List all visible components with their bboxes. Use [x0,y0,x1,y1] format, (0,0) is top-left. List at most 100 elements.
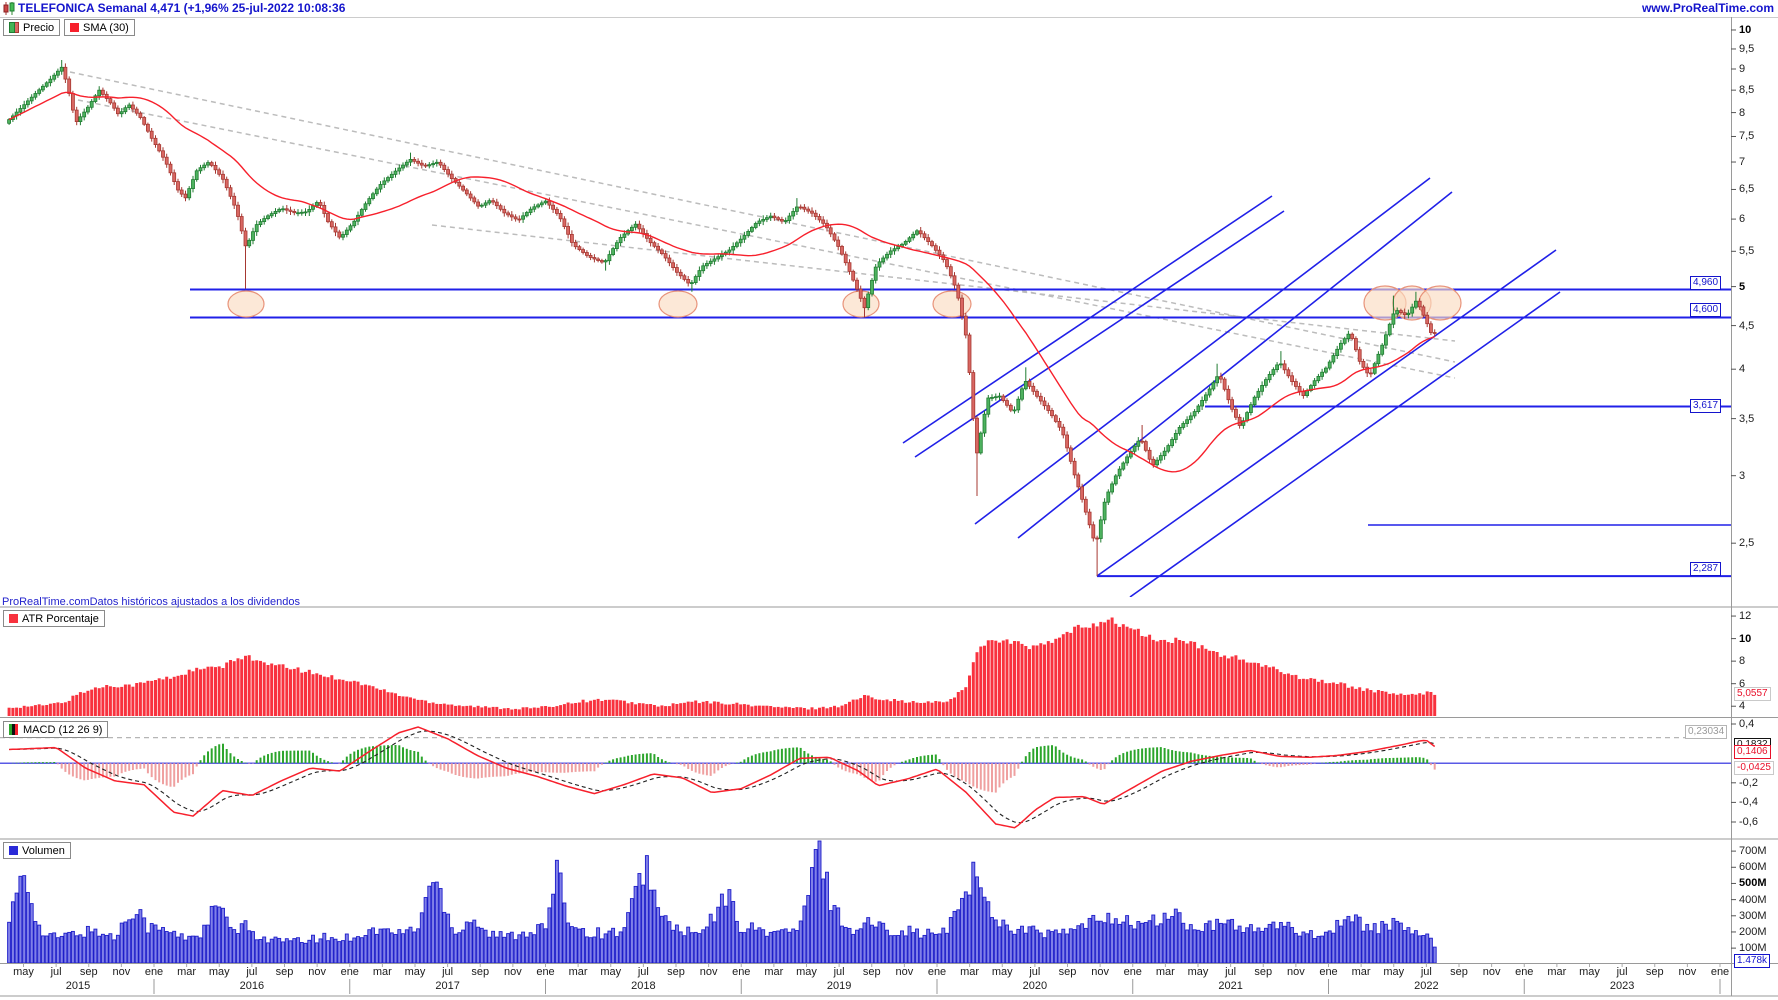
price-level-label: 4,960 [1690,275,1722,290]
atr-value-label: 5,0557 [1734,687,1771,702]
atr-axis-tick: 6 [1739,677,1746,690]
x-axis-month: ene [1319,966,1338,978]
x-axis-month: sep [1254,966,1273,978]
x-axis-month: jul [1616,966,1628,978]
watermark-text: ProRealTime.comDatos históricos ajustado… [2,596,300,608]
x-axis-month: nov [895,966,914,978]
x-axis-month: sep [471,966,490,978]
candlestick-logo-icon [3,2,16,20]
x-axis-month: nov [1091,966,1109,978]
macd-axis-tick: 0,4 [1739,718,1755,730]
instrument-symbol: TELEFONICA [18,1,95,15]
legend-volume-label: Volumen [22,844,65,857]
atr-legend-icon [9,614,18,623]
header-bar: TELEFONICA Semanal 4,471 (+1,96% 25-jul-… [0,0,1778,17]
macd-panel [0,726,1732,829]
x-axis-month: sep [1058,966,1077,978]
atr-axis-tick: 12 [1739,610,1752,623]
legend-sma-label: SMA (30) [83,21,129,34]
x-axis-month: may [13,966,34,978]
legend-price-label: Precio [23,21,55,34]
prorealtime-link[interactable]: www.ProRealTime.com [1641,1,1774,15]
atr-panel [7,617,1437,716]
x-axis-month: may [404,966,426,978]
x-axis-year: 2020 [1022,980,1048,992]
legend-atr-chip[interactable]: ATR Porcentaje [3,610,105,627]
x-axis-month: ene [340,966,359,978]
x-axis-month: nov [308,966,326,978]
x-axis-month: mar [1547,966,1567,978]
volume-axis-tick: 100M [1739,942,1767,955]
price-axis-tick: 5 [1739,280,1746,293]
x-axis-month: mar [960,966,980,978]
x-axis-month: sep [1645,966,1664,978]
x-axis-year: 2022 [1414,980,1439,992]
x-axis-month: nov [699,966,718,978]
x-axis-month: nov [1482,966,1501,978]
legend-volume-chip[interactable]: Volumen [3,842,71,859]
x-axis-year: 2017 [435,980,460,992]
x-axis-month: mar [1351,966,1371,978]
x-axis-year: 2016 [239,980,265,992]
x-axis-month: nov [504,966,522,978]
price-axis-tick: 4,5 [1739,319,1755,332]
x-axis-month: may [991,966,1013,978]
price-axis-tick: 10 [1739,23,1752,36]
x-axis-month: ene [536,966,555,978]
volume-value-label: 1.478k [1734,954,1771,968]
x-axis-month: jul [246,966,258,978]
x-axis-month: may [1579,966,1600,978]
price-legend-icon [9,22,19,33]
atr-axis-tick: 4 [1739,700,1746,713]
x-axis-month: ene [1123,966,1142,978]
x-axis-month: jul [1225,966,1237,978]
volume-axis-tick: 200M [1739,925,1767,938]
x-axis-month: may [600,966,622,978]
macd-axis-tick: -0,2 [1739,776,1758,789]
x-axis-month: jul [50,966,62,978]
volume-axis-tick: 500M [1739,877,1767,890]
x-axis-month: mar [372,966,392,978]
x-axis-month: ene [732,966,751,978]
x-axis-month: mar [177,966,197,978]
x-axis-month: ene [927,966,947,978]
macd-line-label: 0,1406 [1734,745,1771,760]
x-axis-year: 2019 [826,980,852,992]
price-axis-tick: 5,5 [1739,245,1755,258]
price-axis-tick: 4 [1739,363,1746,376]
x-axis-month: sep [79,966,98,978]
macd-legend-icon [9,724,19,735]
x-axis-month: jul [1420,966,1432,978]
price-level-label: 2,287 [1690,562,1722,577]
x-axis-month: nov [112,966,131,978]
macd-hist-label: -0,0425 [1734,761,1774,776]
price-level-label: 4,600 [1690,303,1722,318]
volume-axis-tick: 400M [1739,893,1767,906]
atr-axis-tick: 10 [1739,632,1752,645]
legend-sma-chip[interactable]: SMA (30) [64,19,135,36]
x-axis-month: sep [862,966,881,978]
price-axis-tick: 9,5 [1739,42,1755,55]
legend-price-chip[interactable]: Precio [3,19,61,36]
volume-panel [7,840,1437,964]
legend-macd-chip[interactable]: MACD (12 26 9) [3,721,109,738]
volume-axis-tick: 700M [1739,845,1767,858]
price-axis-tick: 9 [1739,62,1746,75]
x-axis-month: jul [1029,966,1041,978]
legend-macd-label: MACD (12 26 9) [23,723,103,736]
x-axis-month: may [796,966,817,978]
x-axis-month: nov [1287,966,1305,978]
x-axis-month: may [1383,966,1405,978]
atr-axis-tick: 8 [1739,655,1746,668]
price-axis-tick: 7 [1739,156,1746,169]
x-axis-month: sep [1450,966,1468,978]
price-axis-tick: 3,5 [1739,412,1755,425]
legend-atr-label: ATR Porcentaje [22,612,99,625]
x-axis-year: 2021 [1218,980,1243,992]
sma-legend-icon [70,23,79,32]
price-axis-tick: 3 [1739,469,1746,482]
price-axis-tick: 6,5 [1739,183,1755,196]
x-axis-month: ene [1515,966,1534,978]
